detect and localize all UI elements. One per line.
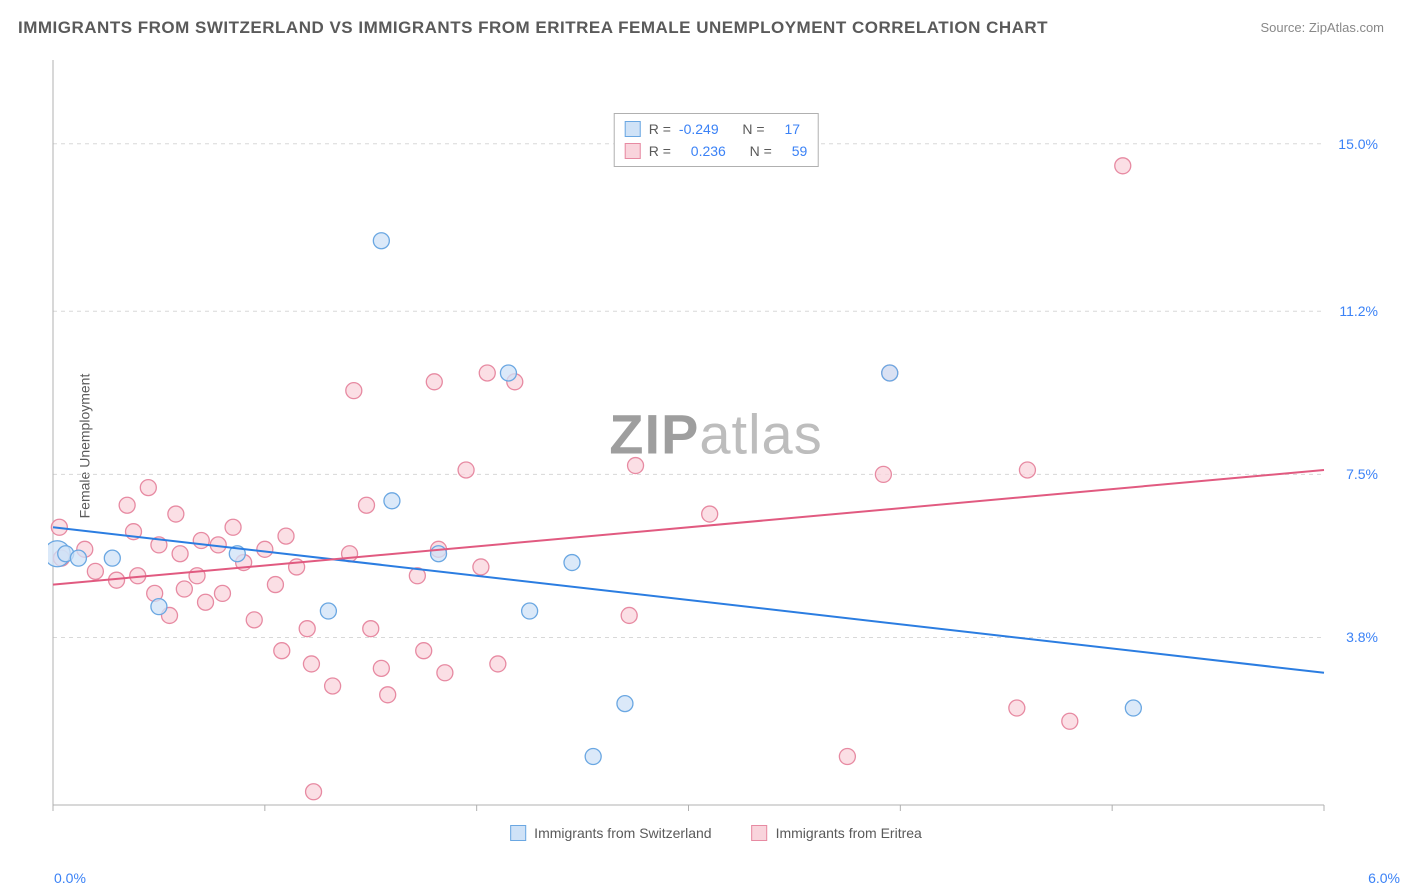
chart-title: IMMIGRANTS FROM SWITZERLAND VS IMMIGRANT… [18, 18, 1048, 38]
y-tick-label: 11.2% [1339, 303, 1378, 319]
chart-area: ZIPatlas R =-0.249 N = 17 R = 0.236 N = … [48, 55, 1384, 845]
swatch-switzerland [510, 825, 526, 841]
swatch-switzerland [625, 121, 641, 137]
legend-item-eritrea: Immigrants from Eritrea [752, 825, 922, 841]
legend-row-switzerland: R =-0.249 N = 17 [625, 118, 808, 140]
x-axis-min-label: 0.0% [54, 870, 86, 886]
y-tick-label: 15.0% [1338, 136, 1378, 152]
source-attribution: Source: ZipAtlas.com [1260, 20, 1384, 35]
x-axis-max-label: 6.0% [1368, 870, 1400, 886]
y-tick-label: 3.8% [1346, 629, 1378, 645]
scatter-plot [48, 55, 1384, 845]
legend-item-switzerland: Immigrants from Switzerland [510, 825, 711, 841]
swatch-eritrea [625, 143, 641, 159]
y-tick-label: 7.5% [1346, 466, 1378, 482]
swatch-eritrea [752, 825, 768, 841]
legend-label: Immigrants from Switzerland [534, 825, 711, 841]
legend-label: Immigrants from Eritrea [776, 825, 922, 841]
series-legend: Immigrants from Switzerland Immigrants f… [510, 825, 922, 841]
correlation-legend: R =-0.249 N = 17 R = 0.236 N = 59 [614, 113, 819, 167]
legend-row-eritrea: R = 0.236 N = 59 [625, 140, 808, 162]
